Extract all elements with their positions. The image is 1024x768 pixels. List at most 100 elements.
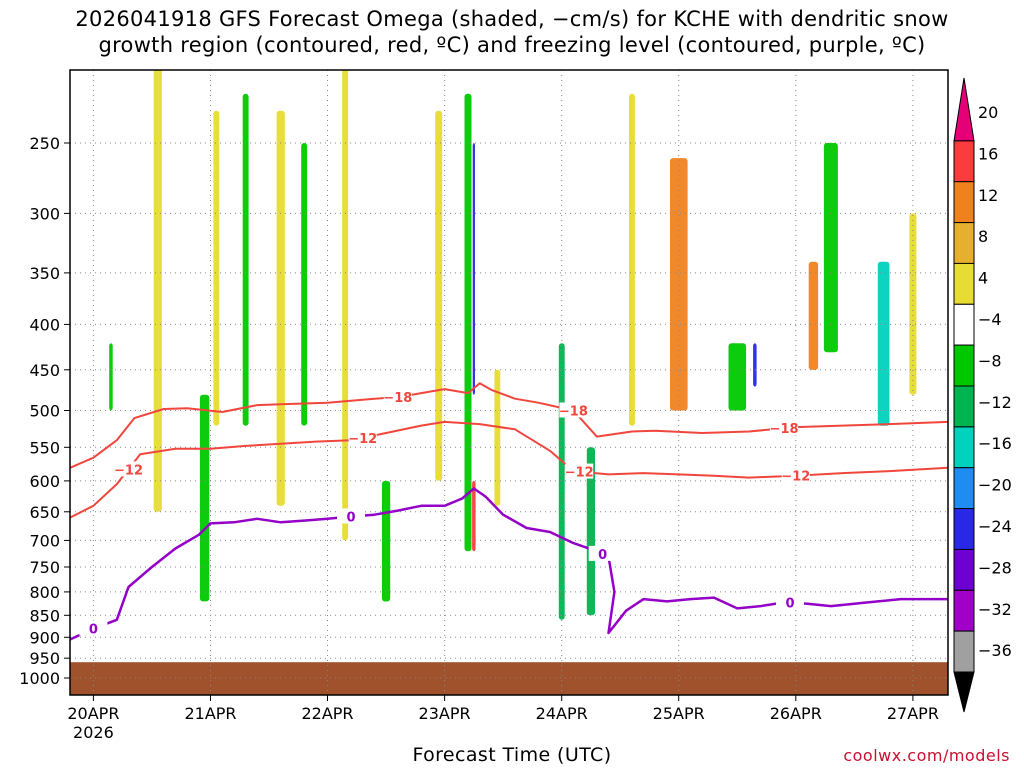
- omega-region: [472, 480, 476, 552]
- colorbar-segment: [953, 181, 975, 224]
- x-tick-label: 24APR: [536, 704, 588, 723]
- contour-label: 0: [89, 623, 98, 638]
- contour-label: −18: [770, 422, 799, 437]
- colorbar-segment: [953, 589, 975, 632]
- colorbar-segment: [953, 303, 975, 346]
- y-tick-label: 750: [29, 558, 60, 577]
- colorbar-label: −8: [978, 351, 1002, 370]
- colorbar-label: −16: [978, 434, 1012, 453]
- y-tick-label: 550: [29, 438, 60, 457]
- colorbar-label: 8: [978, 227, 988, 246]
- omega-region: [301, 143, 308, 426]
- plot-area: [70, 70, 948, 695]
- y-tick-label: 350: [29, 264, 60, 283]
- contour-freezing-level-0c: [70, 487, 948, 641]
- terrain-ground: [70, 662, 948, 695]
- omega-region: [558, 343, 565, 620]
- omega-region: [877, 261, 890, 426]
- plot-border: [69, 69, 949, 696]
- x-tick-label: 26APR: [770, 704, 822, 723]
- y-tick-label: 1000: [19, 669, 60, 688]
- terrain-fill: [70, 662, 948, 695]
- colorbar-arrow-top: [953, 77, 975, 142]
- colorbar-arrow-bottom: [953, 671, 975, 713]
- y-tick-label: 500: [29, 402, 60, 421]
- omega-region: [242, 93, 249, 426]
- x-axis: 20APR 21APR 22APR 23APR 24APR 25APR 26APR 27APR…: [67, 695, 939, 742]
- contour-dendritic-18c: [70, 382, 948, 469]
- omega-region: [153, 70, 162, 512]
- y-tick-label: 600: [29, 472, 60, 491]
- x-tick-label: 20APR: [67, 704, 119, 723]
- omega-region: [629, 93, 635, 426]
- contour-label: 0: [785, 597, 794, 612]
- contour-label-bg: [588, 545, 617, 561]
- contour-label: −12: [348, 432, 377, 447]
- x-tick-label: 27APR: [887, 704, 939, 723]
- colorbar-label: −32: [978, 600, 1012, 619]
- omega-region: [728, 343, 747, 411]
- x-tick-label: 23APR: [419, 704, 471, 723]
- y-tick-label: 800: [29, 583, 60, 602]
- y-axis: 250 300 350 400 450 500 550 600 650 700 750 800 850 9…: [19, 134, 70, 688]
- colorbar-label: −28: [978, 558, 1012, 577]
- colorbar-segment: [953, 467, 975, 510]
- omega-region: [808, 261, 819, 370]
- y-tick-label: 650: [29, 503, 60, 522]
- omega-region: [753, 343, 757, 387]
- colorbar-segment: [953, 344, 975, 387]
- contour-label: −12: [114, 463, 143, 478]
- colorbar-label: −20: [978, 476, 1012, 495]
- y-tick-label: 850: [29, 606, 60, 625]
- contour-label-bg: [770, 420, 799, 436]
- y-tick-label: 450: [29, 361, 60, 380]
- contour-label-bg: [348, 429, 377, 445]
- source-credit: coolwx.com/models: [843, 746, 1010, 765]
- contour-label-bg: [565, 463, 594, 479]
- colorbar-segment: [953, 385, 975, 428]
- omega-region: [199, 394, 210, 602]
- colorbar-segment: [953, 262, 975, 305]
- colorbar-label: −4: [978, 310, 1002, 329]
- omega-region: [472, 143, 475, 395]
- contour-label-bg: [79, 620, 108, 636]
- colorbar-segment: [953, 426, 975, 469]
- y-tick-label: 250: [29, 134, 60, 153]
- omega-region: [342, 70, 349, 541]
- y-tick-label: 700: [29, 531, 60, 550]
- contour-label: 0: [598, 548, 607, 563]
- colorbar-label: 16: [978, 144, 998, 163]
- colorbar-label: 12: [978, 186, 998, 205]
- y-tick-label: 400: [29, 315, 60, 334]
- omega-region: [670, 158, 688, 411]
- colorbar-label: 4: [978, 269, 988, 288]
- omega-region: [435, 110, 443, 481]
- colorbar-label: 20: [978, 103, 998, 122]
- plot-frame: [69, 69, 949, 696]
- contour-label: −12: [781, 470, 810, 485]
- x-year-label: 2026: [73, 723, 114, 742]
- colorbar-segment: [953, 222, 975, 265]
- x-tick-label: 25APR: [653, 704, 705, 723]
- plot-background: [70, 70, 948, 695]
- y-tick-label: 950: [29, 649, 60, 668]
- omega-region: [823, 143, 838, 353]
- contour-label-bg: [559, 402, 588, 418]
- omega-region: [909, 213, 917, 395]
- contour-label-bg: [383, 389, 412, 405]
- contour-label: 0: [346, 511, 355, 526]
- colorbar-label: −12: [978, 393, 1012, 412]
- omega-region: [382, 480, 391, 602]
- omega-region: [213, 110, 220, 426]
- colorbar-segment: [953, 548, 975, 591]
- contour-label: −18: [559, 405, 588, 420]
- contour-dendritic-12c: [70, 420, 948, 519]
- y-tick-label: 300: [29, 204, 60, 223]
- contour-label-bg: [776, 594, 804, 610]
- colorbar-label: −36: [978, 641, 1012, 660]
- y-tick-label: 900: [29, 628, 60, 647]
- colorbar-label: −24: [978, 517, 1012, 536]
- chart-title-line-1: 2026041918 GFS Forecast Omega (shaded, −…: [75, 7, 949, 31]
- omega-region: [276, 110, 285, 506]
